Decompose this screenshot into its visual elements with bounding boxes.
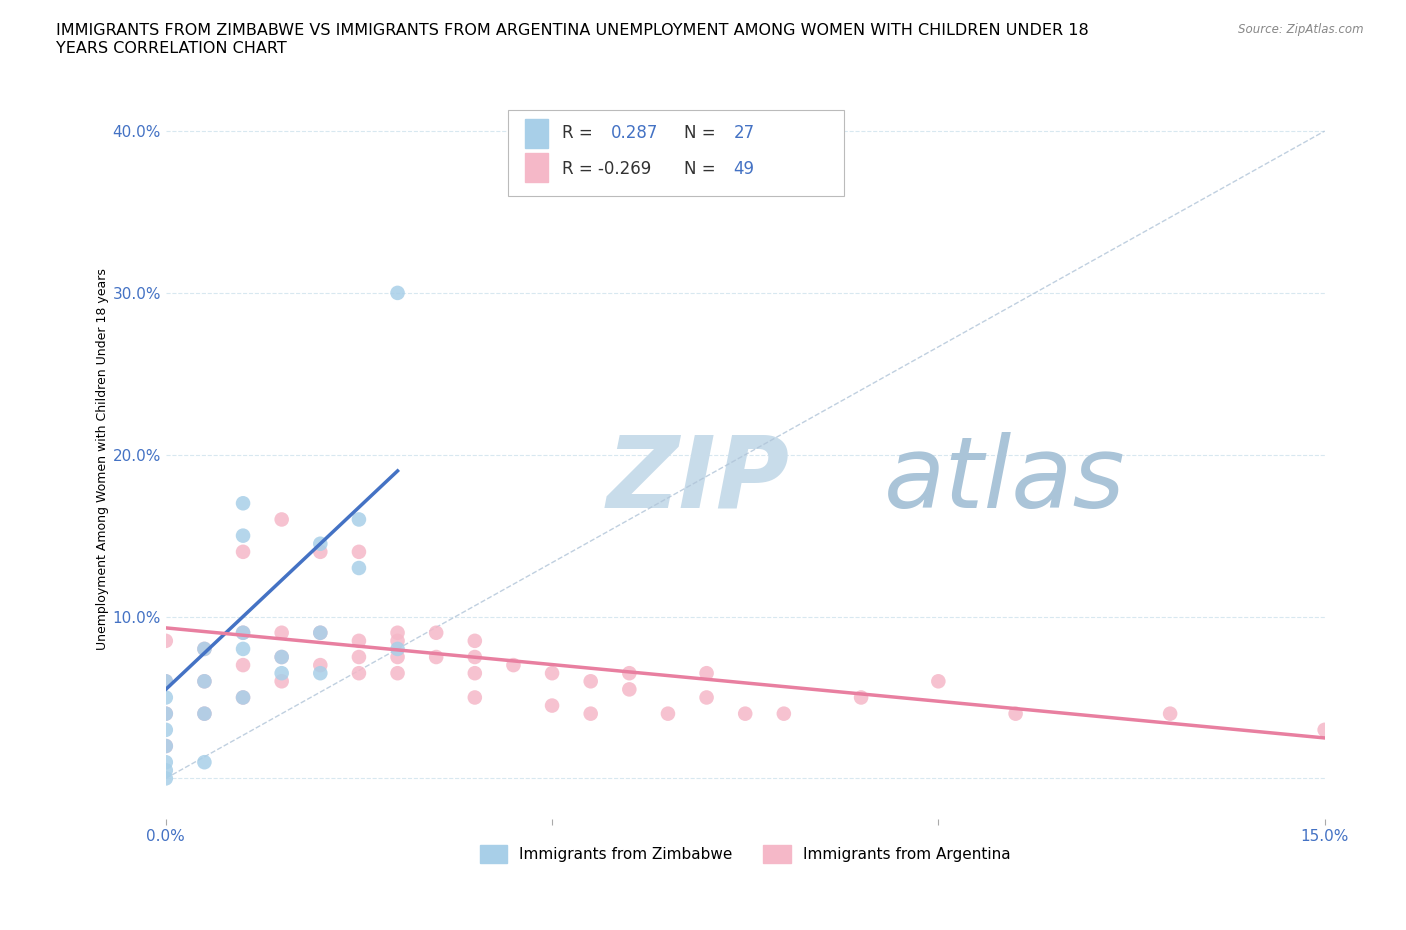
Point [155,674,177,689]
Bar [524,119,548,148]
Point [232,690,254,705]
Point [232,625,254,640]
Text: 49: 49 [734,160,755,178]
Point [425,625,447,640]
Point [1313,723,1336,737]
Point [232,625,254,640]
Point [155,755,177,770]
Point [193,706,215,721]
Point [270,512,292,527]
Point [347,512,370,527]
Point [193,642,215,657]
Text: R = -0.269: R = -0.269 [562,160,651,178]
Text: Source: ZipAtlas.com: Source: ZipAtlas.com [1239,23,1364,36]
Point [232,658,254,672]
Point [657,706,679,721]
Point [347,666,370,681]
Point [425,649,447,664]
Point [347,649,370,664]
Point [387,649,409,664]
Point [270,666,292,681]
Point [309,658,332,672]
Point [155,690,177,705]
Point [541,666,564,681]
Point [155,771,177,786]
Point [734,706,756,721]
Point [232,690,254,705]
Point [155,723,177,737]
Point [387,633,409,648]
Text: 0.287: 0.287 [610,125,658,142]
Point [309,537,332,551]
Point [270,674,292,689]
Text: IMMIGRANTS FROM ZIMBABWE VS IMMIGRANTS FROM ARGENTINA UNEMPLOYMENT AMONG WOMEN W: IMMIGRANTS FROM ZIMBABWE VS IMMIGRANTS F… [56,23,1090,56]
Point [270,649,292,664]
Point [541,698,564,713]
Point [309,625,332,640]
Point [579,706,602,721]
Point [464,633,486,648]
Point [155,738,177,753]
Point [1159,706,1181,721]
Point [849,690,872,705]
Point [387,625,409,640]
Point [696,666,718,681]
Point [270,625,292,640]
Bar [524,153,548,181]
Point [464,690,486,705]
Point [155,706,177,721]
Point [579,674,602,689]
Point [270,649,292,664]
Point [309,666,332,681]
Point [309,544,332,559]
Point [193,674,215,689]
Text: atlas: atlas [884,432,1126,529]
Point [387,286,409,300]
Point [155,706,177,721]
Point [347,633,370,648]
Point [155,763,177,777]
Point [193,706,215,721]
Text: N =: N = [683,160,716,178]
Text: 27: 27 [734,125,755,142]
Point [464,666,486,681]
Point [232,544,254,559]
Point [155,674,177,689]
Point [772,706,794,721]
Point [155,633,177,648]
Legend: Immigrants from Zimbabwe, Immigrants from Argentina: Immigrants from Zimbabwe, Immigrants fro… [474,839,1017,869]
Point [347,561,370,576]
Text: N =: N = [683,125,716,142]
Point [193,642,215,657]
Point [927,674,949,689]
Point [232,528,254,543]
Point [387,642,409,657]
Point [387,666,409,681]
Point [502,658,524,672]
Point [232,642,254,657]
Point [193,755,215,770]
Point [696,690,718,705]
Text: ZIP: ZIP [606,432,789,529]
Text: Unemployment Among Women with Children Under 18 years: Unemployment Among Women with Children U… [96,268,108,650]
Text: R =: R = [562,125,593,142]
Point [347,544,370,559]
Point [619,682,641,697]
FancyBboxPatch shape [508,110,844,196]
Point [232,496,254,511]
Point [155,738,177,753]
Point [193,674,215,689]
Point [464,649,486,664]
Point [1004,706,1026,721]
Point [309,625,332,640]
Point [619,666,641,681]
